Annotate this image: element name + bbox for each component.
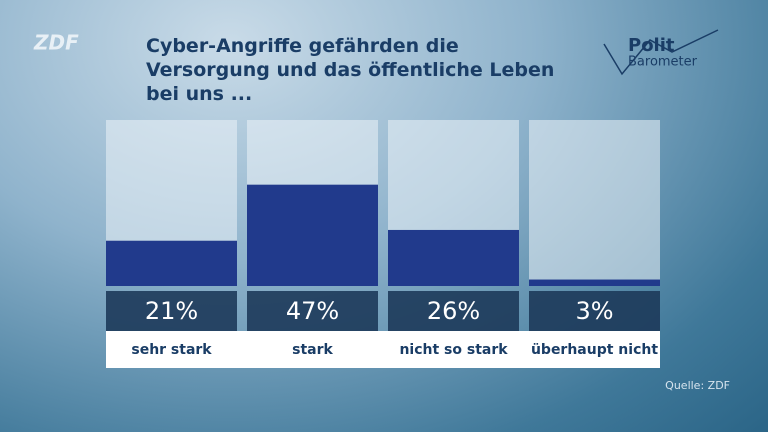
value-box [388, 291, 519, 331]
bar [106, 240, 237, 286]
category-box [106, 331, 247, 368]
category-box [529, 331, 660, 368]
brand-title: Polit [628, 35, 675, 56]
value-box [529, 291, 660, 331]
value-label: 3% [575, 297, 613, 325]
value-label: 21% [145, 297, 198, 325]
bar [247, 184, 378, 286]
category-label: nicht so stark [399, 342, 508, 358]
brand-line [603, 29, 719, 76]
category-box [388, 331, 529, 368]
category-box [247, 331, 388, 368]
value-label: 47% [286, 297, 339, 325]
chart-title: Cyber-Angriffe gefährden die Versorgung … [146, 35, 555, 105]
brand-subtitle: Barometer [628, 55, 698, 70]
category-label: überhaupt nicht [531, 342, 658, 358]
logo: ZDF [33, 31, 79, 55]
bar-background [529, 120, 660, 286]
value-label: 26% [427, 297, 480, 325]
value-box [247, 291, 378, 331]
bar [529, 279, 660, 286]
source: Quelle: ZDF [665, 379, 730, 392]
value-box [106, 291, 237, 331]
bar [388, 229, 519, 286]
category-label: stark [292, 342, 333, 358]
category-label: sehr stark [131, 342, 212, 358]
